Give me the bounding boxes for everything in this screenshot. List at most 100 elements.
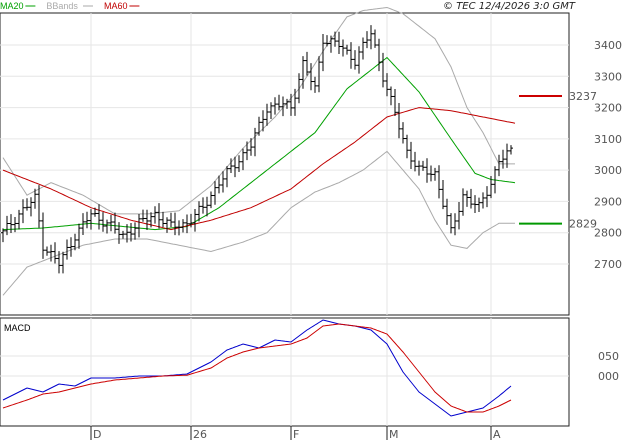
price-grid: [0, 44, 569, 265]
ohlc-bar: [353, 50, 357, 70]
ohlc-bar: [217, 175, 221, 194]
ohlc-bar: [481, 192, 485, 209]
ohlc-bar: [473, 195, 477, 213]
ohlc-bar: [101, 212, 105, 232]
ohlc-bar: [193, 208, 197, 232]
ohlc-bar: [373, 29, 377, 48]
ohlc-bar: [37, 185, 41, 228]
ohlc-bar: [277, 94, 281, 111]
ohlc-bar: [149, 212, 153, 228]
ohlc-bar: [305, 51, 309, 76]
ohlc-bar: [29, 197, 33, 217]
ohlc-bar: [301, 56, 305, 89]
ohlc-bar: [25, 198, 29, 211]
macd-panel: MACD 000 050: [0, 317, 619, 427]
ohlc-bar: [161, 211, 165, 228]
ohlc-bar: [69, 237, 73, 257]
ohlc-bar: [417, 160, 421, 176]
ohlc-bar: [237, 155, 241, 173]
ohlc-bar: [337, 31, 341, 55]
ohlc-bar: [397, 102, 401, 139]
moving-averages: [2, 56, 516, 231]
copyright-text: © TEC 12/4/2026 3:0 GMT: [443, 1, 576, 12]
ohlc-bar: [449, 213, 453, 234]
ohlc-bar: [469, 188, 473, 209]
ohlc-bar: [13, 216, 17, 233]
ohlc-bar: [461, 188, 465, 216]
price-tick-label: 3200: [594, 102, 622, 115]
ohlc-bar: [345, 44, 349, 55]
ohlc-bar: [401, 122, 405, 144]
price-tick-label: 3000: [594, 164, 622, 177]
ohlc-bar: [333, 31, 337, 47]
ohlc-bar: [293, 88, 297, 116]
ohlc-bar: [269, 102, 273, 119]
ohlc-bar: [233, 156, 237, 178]
resistance-level-label: 3237: [569, 90, 597, 103]
ohlc-bar: [369, 25, 373, 50]
macd-lines: [2, 319, 512, 417]
ohlc-bar: [45, 246, 49, 256]
ohlc-bar: [77, 223, 81, 249]
ohlc-bar: [201, 197, 205, 214]
ohlc-bar: [109, 214, 113, 232]
ohlc-bar: [485, 186, 489, 208]
price-tick-label: 3400: [594, 39, 622, 52]
time-tick-label: F: [293, 428, 299, 440]
ohlc-bar: [385, 73, 389, 97]
price-tick-label: 2700: [594, 258, 622, 271]
price-tick-label: 3100: [594, 133, 622, 146]
ohlc-bar: [425, 158, 429, 183]
ohlc-bar: [477, 197, 481, 213]
ma20-line: [2, 56, 516, 231]
ohlc-bar: [137, 214, 141, 238]
ohlc-bar: [125, 224, 129, 243]
ohlc-bar: [145, 209, 149, 230]
ohlc-bar: [253, 127, 257, 157]
ohlc-bar: [105, 219, 109, 234]
ohlc-bar: [197, 201, 201, 222]
price-panel: 3237 2829 2700 2800 2900 3000 3100 3200 3300 340…: [0, 6, 622, 316]
macd-label: MACD: [4, 323, 31, 333]
time-tick-label: D: [93, 428, 101, 440]
ohlc-bar: [453, 213, 457, 236]
time-tick-label: 26: [193, 428, 207, 440]
legend: MA20 BBands MA60: [0, 1, 140, 11]
ohlc-bar: [97, 204, 101, 230]
ohlc-bar: [173, 212, 177, 236]
ohlc-bar: [317, 56, 321, 93]
ohlc-bar: [205, 196, 209, 217]
ohlc-bar: [17, 209, 21, 230]
ohlc-bar: [457, 202, 461, 230]
ohlc-bar: [41, 212, 45, 259]
ohlc-bar: [213, 181, 217, 205]
ohlc-bar: [209, 191, 213, 209]
time-tick-label: M: [389, 428, 399, 440]
time-axis: D 26 F M A: [90, 426, 501, 440]
ohlc-bar: [381, 52, 385, 88]
ohlc-bar: [257, 116, 261, 136]
ohlc-bar: [185, 214, 189, 234]
macd-panel-frame: [0, 317, 570, 427]
ohlc-bar: [433, 167, 437, 181]
ohlc-bar: [281, 96, 285, 117]
macd-tick-label: 050: [598, 350, 619, 363]
price-tick-label: 2800: [594, 227, 622, 240]
ohlc-bar: [349, 42, 353, 69]
ohlc-bar: [33, 188, 37, 209]
ohlc-bar: [73, 233, 77, 251]
ohlc-bar: [509, 145, 513, 155]
ohlc-bar: [497, 154, 501, 177]
ohlc-bar: [249, 138, 253, 156]
ohlc-bar: [81, 213, 85, 236]
ohlc-bar: [405, 134, 409, 159]
price-tick-label: 3300: [594, 70, 622, 83]
macd-tick-label: 000: [598, 370, 619, 383]
ohlc-bar: [265, 103, 269, 126]
ohlc-bar: [325, 35, 329, 47]
ohlc-bar: [225, 166, 229, 188]
ohlc-bar: [157, 203, 161, 229]
price-axis: 2700 2800 2900 3000 3100 3200 3300 3400: [594, 39, 622, 271]
ohlc-bar: [165, 217, 169, 233]
ohlc-bar: [489, 176, 493, 199]
